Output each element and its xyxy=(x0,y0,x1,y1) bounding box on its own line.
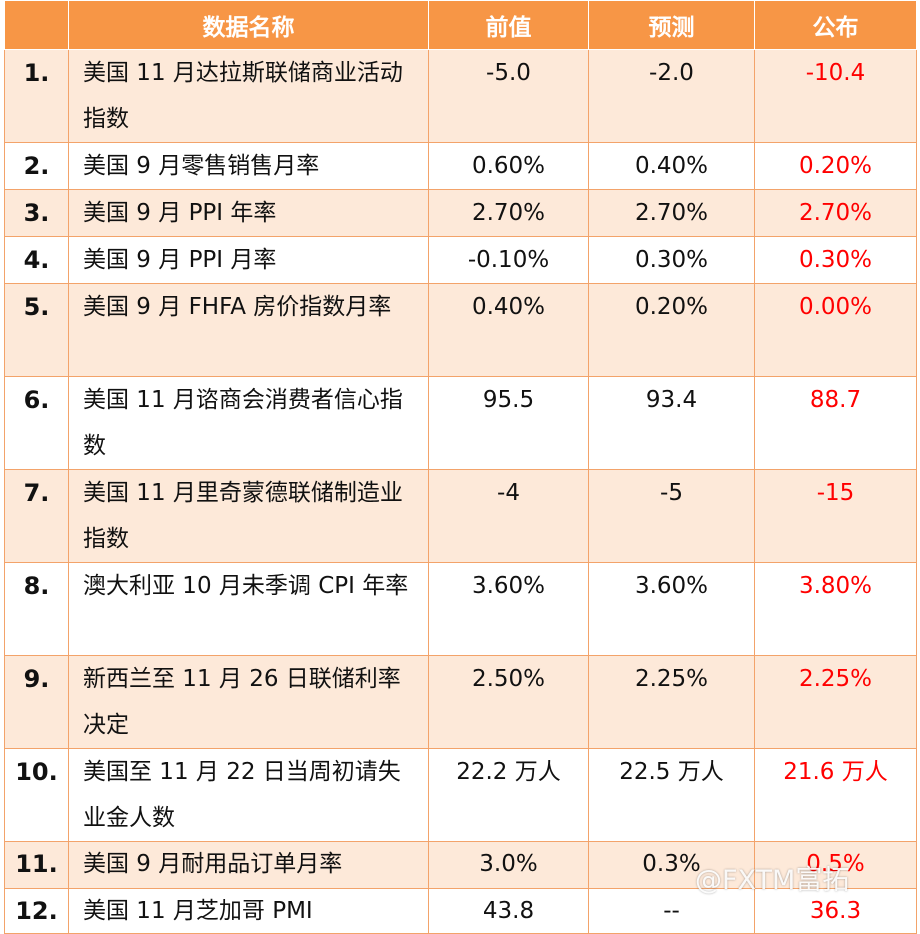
header-actual: 公布 xyxy=(754,0,917,50)
row-index: 10. xyxy=(4,748,69,842)
row-actual: 3.80% xyxy=(754,562,917,656)
table-header-row: 数据名称 前值 预测 公布 xyxy=(4,0,917,50)
row-forecast: 22.5 万人 xyxy=(588,748,755,842)
row-index: 7. xyxy=(4,469,69,563)
row-forecast: 2.70% xyxy=(588,189,755,237)
row-name: 美国 11 月达拉斯联储商业活动指数 xyxy=(68,49,429,143)
row-name: 新西兰至 11 月 26 日联储利率决定 xyxy=(68,655,429,749)
row-forecast: -2.0 xyxy=(588,49,755,143)
watermark: @FXTM富拓 xyxy=(695,865,850,896)
row-prev: 22.2 万人 xyxy=(428,748,589,842)
table-row: 3. 美国 9 月 PPI 年率 2.70% 2.70% 2.70% xyxy=(4,189,917,237)
row-index: 5. xyxy=(4,283,69,377)
row-actual: 21.6 万人 xyxy=(754,748,917,842)
table-row: 6. 美国 11 月谘商会消费者信心指数 95.5 93.4 88.7 xyxy=(4,376,917,470)
row-name: 美国 11 月芝加哥 PMI xyxy=(68,888,429,934)
row-name: 澳大利亚 10 月未季调 CPI 年率 xyxy=(68,562,429,656)
row-index: 3. xyxy=(4,189,69,237)
table-row: 12. 美国 11 月芝加哥 PMI 43.8 -- 36.3 xyxy=(4,888,917,934)
row-name: 美国 9 月 PPI 月率 xyxy=(68,236,429,284)
row-actual: 2.70% xyxy=(754,189,917,237)
row-actual: 0.00% xyxy=(754,283,917,377)
row-index: 1. xyxy=(4,49,69,143)
row-name: 美国 9 月 PPI 年率 xyxy=(68,189,429,237)
row-prev: 3.60% xyxy=(428,562,589,656)
header-forecast: 预测 xyxy=(588,0,755,50)
table-row: 4. 美国 9 月 PPI 月率 -0.10% 0.30% 0.30% xyxy=(4,236,917,284)
row-actual: 36.3 xyxy=(754,888,917,934)
row-index: 12. xyxy=(4,888,69,934)
row-index: 6. xyxy=(4,376,69,470)
row-name: 美国 11 月谘商会消费者信心指数 xyxy=(68,376,429,470)
row-index: 2. xyxy=(4,142,69,190)
row-forecast: 0.3% xyxy=(588,841,755,889)
row-index: 11. xyxy=(4,841,69,889)
row-actual: -10.4 xyxy=(754,49,917,143)
row-name: 美国 9 月 FHFA 房价指数月率 xyxy=(68,283,429,377)
row-forecast: -5 xyxy=(588,469,755,563)
table-row: 7. 美国 11 月里奇蒙德联储制造业指数 -4 -5 -15 xyxy=(4,469,917,563)
row-forecast: 2.25% xyxy=(588,655,755,749)
row-prev: 3.0% xyxy=(428,841,589,889)
row-actual: 2.25% xyxy=(754,655,917,749)
row-actual: 0.30% xyxy=(754,236,917,284)
row-index: 9. xyxy=(4,655,69,749)
table-row: 11. 美国 9 月耐用品订单月率 3.0% 0.3% 0.5% xyxy=(4,841,917,889)
header-name: 数据名称 xyxy=(68,0,429,50)
row-prev: 43.8 xyxy=(428,888,589,934)
row-name: 美国 9 月耐用品订单月率 xyxy=(68,841,429,889)
table-row: 2. 美国 9 月零售销售月率 0.60% 0.40% 0.20% xyxy=(4,142,917,190)
row-name: 美国 11 月里奇蒙德联储制造业指数 xyxy=(68,469,429,563)
row-prev: 0.40% xyxy=(428,283,589,377)
row-forecast: 93.4 xyxy=(588,376,755,470)
row-prev: -0.10% xyxy=(428,236,589,284)
table-row: 9. 新西兰至 11 月 26 日联储利率决定 2.50% 2.25% 2.25… xyxy=(4,655,917,749)
table-row: 10. 美国至 11 月 22 日当周初请失业金人数 22.2 万人 22.5 … xyxy=(4,748,917,842)
row-actual: -15 xyxy=(754,469,917,563)
row-prev: -4 xyxy=(428,469,589,563)
economic-data-table: 数据名称 前值 预测 公布 1. 美国 11 月达拉斯联储商业活动指数 -5.0… xyxy=(4,0,917,934)
row-index: 4. xyxy=(4,236,69,284)
row-name: 美国至 11 月 22 日当周初请失业金人数 xyxy=(68,748,429,842)
row-index: 8. xyxy=(4,562,69,656)
table-row: 8. 澳大利亚 10 月未季调 CPI 年率 3.60% 3.60% 3.80% xyxy=(4,562,917,656)
row-name: 美国 9 月零售销售月率 xyxy=(68,142,429,190)
row-prev: 95.5 xyxy=(428,376,589,470)
table-row: 1. 美国 11 月达拉斯联储商业活动指数 -5.0 -2.0 -10.4 xyxy=(4,49,917,143)
row-forecast: 0.20% xyxy=(588,283,755,377)
table-row: 5. 美国 9 月 FHFA 房价指数月率 0.40% 0.20% 0.00% xyxy=(4,283,917,377)
row-actual: 88.7 xyxy=(754,376,917,470)
row-actual: 0.20% xyxy=(754,142,917,190)
row-prev: -5.0 xyxy=(428,49,589,143)
row-prev: 2.70% xyxy=(428,189,589,237)
header-prev: 前值 xyxy=(428,0,589,50)
row-forecast: 3.60% xyxy=(588,562,755,656)
row-prev: 0.60% xyxy=(428,142,589,190)
row-actual: 0.5% xyxy=(754,841,917,889)
row-forecast: 0.30% xyxy=(588,236,755,284)
row-prev: 2.50% xyxy=(428,655,589,749)
header-index xyxy=(4,0,69,50)
row-forecast: -- xyxy=(588,888,755,934)
row-forecast: 0.40% xyxy=(588,142,755,190)
